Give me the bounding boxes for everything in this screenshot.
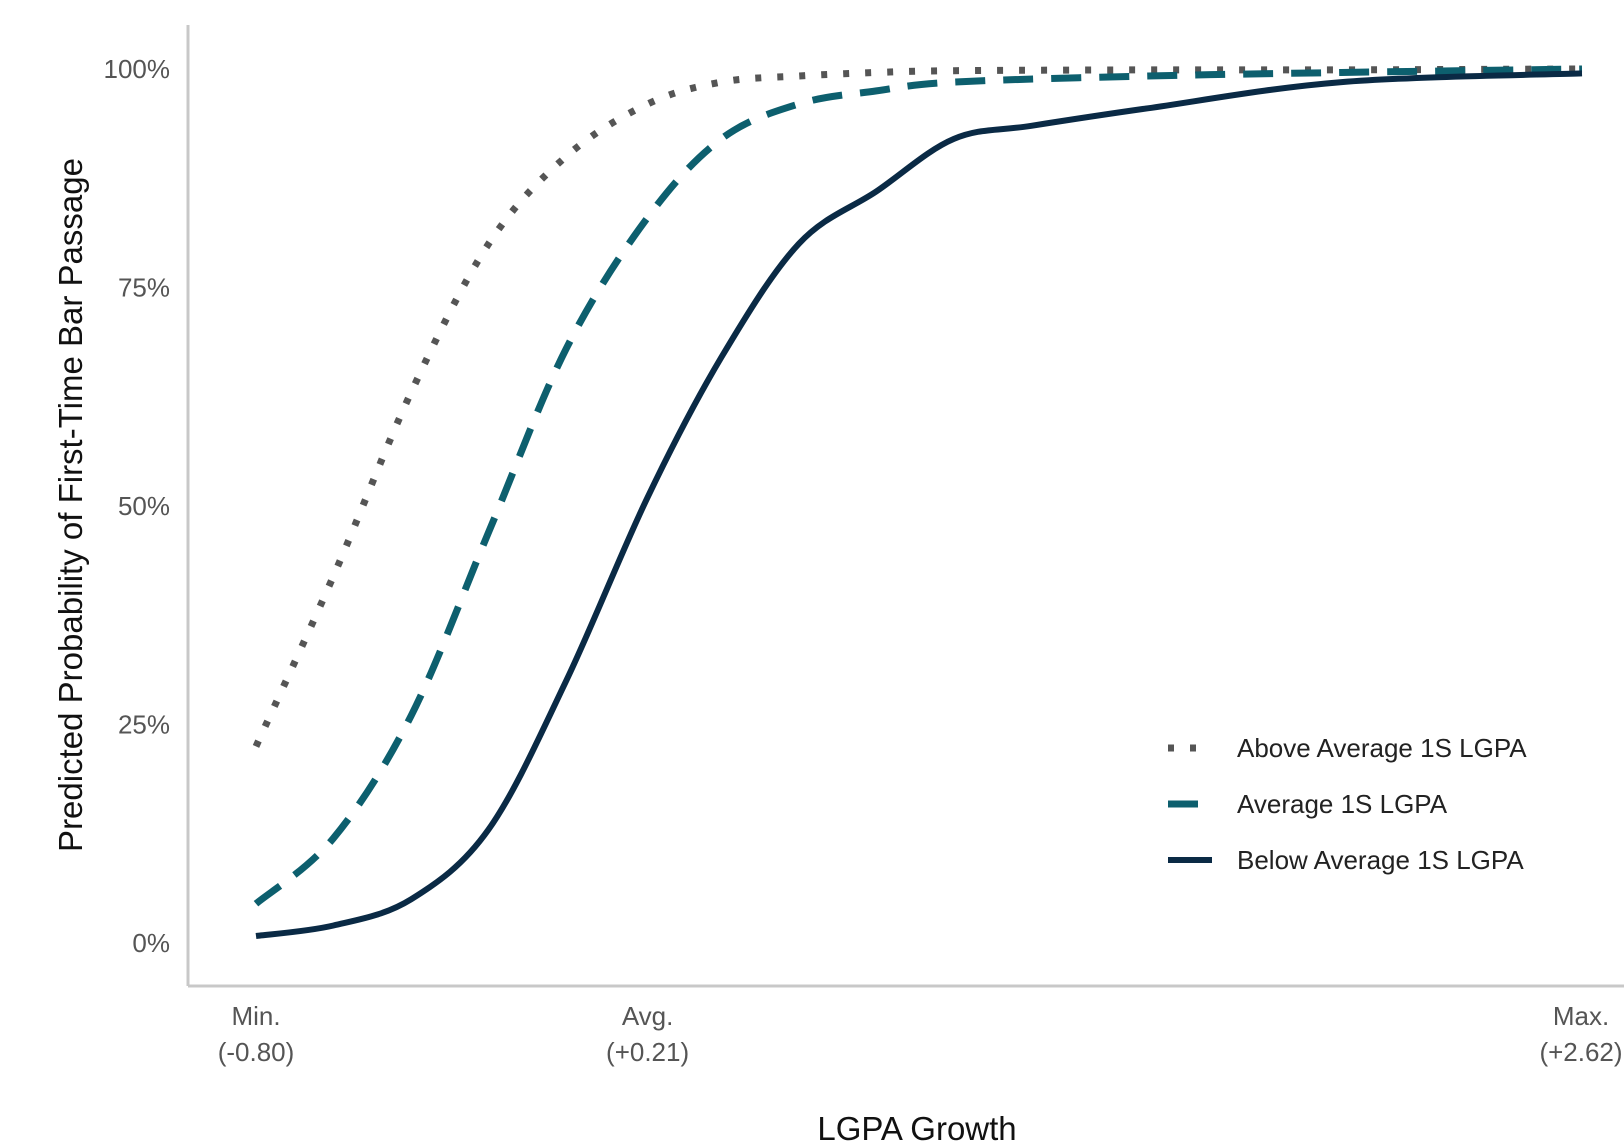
x-tick-label-line1: Max. (1553, 1001, 1609, 1031)
x-axis-title: LGPA Growth (817, 1110, 1016, 1142)
legend-item: Average 1S LGPA (1168, 789, 1448, 819)
legend-label: Average 1S LGPA (1237, 789, 1448, 819)
legend-item: Above Average 1S LGPA (1168, 733, 1527, 763)
y-tick-labels: 0% 25% 50% 75% 100% (104, 54, 171, 958)
y-tick-label: 50% (118, 491, 170, 521)
x-tick-label-line2: (+2.62) (1539, 1037, 1622, 1067)
x-tick-label-line2: (-0.80) (218, 1037, 295, 1067)
series-line-below-average-1s-lgpa (255, 70, 1583, 939)
legend-label: Above Average 1S LGPA (1237, 733, 1527, 763)
legend-item: Below Average 1S LGPA (1168, 845, 1524, 875)
series-line-above-average-1s-lgpa (252, 65, 1583, 748)
legend: Above Average 1S LGPA Average 1S LGPA Belo… (1168, 733, 1527, 875)
x-tick-label: Min. (-0.80) (218, 1001, 295, 1067)
y-tick-label: 75% (118, 273, 170, 303)
series-line-average-1s-lgpa (253, 65, 1583, 907)
x-tick-label: Max. (+2.62) (1539, 1001, 1622, 1067)
x-tick-label-line1: Min. (231, 1001, 280, 1031)
axes (186, 25, 1624, 988)
x-tick-labels: Min. (-0.80) Avg. (+0.21) Max. (+2.62) (218, 1001, 1623, 1067)
y-tick-label: 25% (118, 710, 170, 740)
x-tick-label: Avg. (+0.21) (606, 1001, 689, 1067)
legend-label: Below Average 1S LGPA (1237, 845, 1524, 875)
y-tick-label: 100% (104, 54, 171, 84)
y-tick-label: 0% (132, 928, 170, 958)
x-tick-label-line1: Avg. (622, 1001, 674, 1031)
series-layer (252, 65, 1583, 939)
x-tick-label-line2: (+0.21) (606, 1037, 689, 1067)
y-axis-title: Predicted Probability of First-Time Bar … (52, 158, 89, 852)
